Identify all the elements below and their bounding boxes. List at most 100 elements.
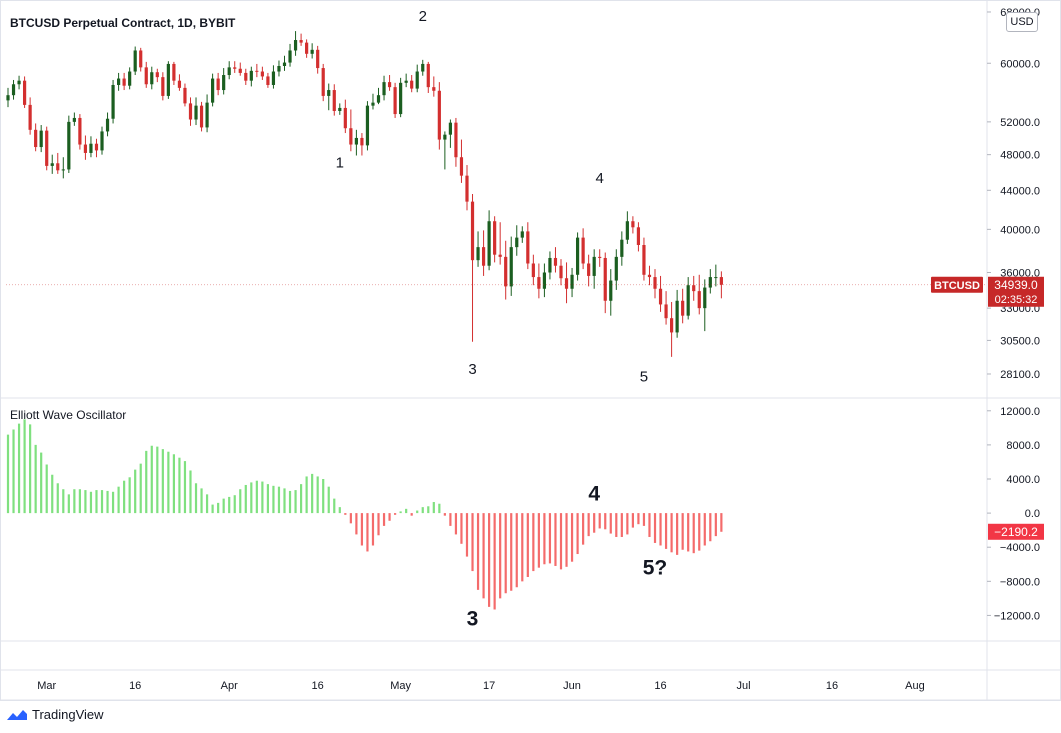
candle-body	[625, 221, 629, 240]
candle-body	[172, 63, 176, 81]
time-tick-label: 16	[654, 680, 666, 692]
candle-body	[249, 70, 253, 81]
oscillator-title: Elliott Wave Oscillator	[10, 408, 127, 422]
candle-body	[664, 304, 668, 319]
candle-body	[260, 71, 264, 77]
candle-body	[343, 107, 347, 129]
candle-body	[548, 257, 552, 273]
candle-body	[570, 274, 574, 289]
candle-body	[564, 278, 569, 289]
candle-body	[614, 256, 618, 281]
candle-body	[382, 82, 386, 96]
candle-body	[686, 285, 690, 316]
time-tick-label: 17	[483, 680, 495, 692]
candle-body	[448, 122, 452, 135]
candle-body	[67, 121, 71, 170]
currency-selector[interactable]: USD	[1006, 12, 1038, 32]
time-tick-label: 16	[826, 680, 838, 692]
price-tick-label: 52000.0	[1000, 117, 1040, 129]
candle-body	[620, 239, 624, 257]
candle-body	[526, 231, 530, 264]
candle-body	[592, 256, 596, 276]
candle-body	[89, 143, 93, 153]
candle-body	[282, 62, 287, 66]
candle-body	[194, 105, 198, 120]
brand-name: TradingView	[32, 707, 104, 722]
candle-body	[305, 42, 309, 54]
wave-label: 1	[336, 155, 344, 172]
candle-body	[205, 102, 209, 128]
candle-body	[139, 50, 143, 68]
candle-body	[17, 80, 21, 85]
osc-tick-label: 0.0	[1025, 508, 1040, 520]
candle-body	[277, 65, 281, 72]
symbol-tag-label: BTCUSD	[934, 280, 980, 292]
candle-body	[144, 67, 148, 85]
candle-body	[559, 265, 563, 279]
candle-body	[83, 144, 88, 153]
time-tick-label: Apr	[221, 680, 238, 692]
candle-body	[371, 102, 375, 106]
tradingview-brand[interactable]: TradingView	[6, 707, 104, 722]
wave-label: 3	[468, 361, 476, 378]
candle-body	[598, 256, 602, 258]
candle-body	[188, 103, 193, 120]
chart-frame	[0, 0, 1061, 701]
candle-body	[542, 272, 547, 289]
candle-body	[603, 257, 607, 301]
candle-body	[509, 247, 513, 287]
candle-body	[34, 129, 38, 148]
candle-body	[133, 50, 137, 72]
price-tick-label: 40000.0	[1000, 224, 1040, 236]
candle-body	[697, 291, 701, 309]
candle-body	[387, 82, 392, 88]
candle-body	[470, 201, 475, 261]
candle-body	[504, 256, 508, 287]
price-tick-label: 28100.0	[1000, 369, 1040, 381]
candle-body	[404, 80, 408, 83]
candle-body	[437, 90, 441, 140]
candle-body	[72, 117, 76, 122]
candle-body	[216, 78, 220, 91]
candle-body	[658, 288, 663, 305]
price-tick-label: 60000.0	[1000, 58, 1040, 70]
candle-body	[714, 277, 718, 279]
candle-body	[122, 78, 126, 86]
candle-body	[338, 107, 342, 111]
candle-body	[56, 163, 60, 171]
candle-body	[581, 237, 585, 264]
candle-body	[316, 49, 320, 69]
candle-body	[459, 157, 464, 176]
wave-label: 5	[640, 368, 648, 385]
candle-body	[177, 80, 182, 88]
osc-wave-label: 4	[588, 482, 600, 505]
time-tick-label: Jul	[736, 680, 750, 692]
candle-body	[39, 130, 43, 148]
candle-body	[199, 105, 204, 128]
osc-tick-label: −12000.0	[994, 610, 1040, 622]
candle-body	[553, 257, 558, 266]
osc-tick-label: −8000.0	[1000, 576, 1040, 588]
candle-body	[227, 67, 231, 76]
price-tick-label: 44000.0	[1000, 185, 1040, 197]
osc-wave-label: 5?	[643, 556, 668, 579]
osc-tick-label: 8000.0	[1006, 440, 1040, 452]
candle-body	[493, 221, 497, 255]
candle-body	[393, 87, 397, 115]
candle-body	[642, 244, 646, 275]
candle-body	[365, 105, 370, 146]
candle-body	[647, 274, 652, 278]
candle-body	[498, 254, 502, 257]
candle-body	[349, 128, 353, 145]
candle-body	[481, 247, 486, 266]
symbol-tag	[931, 276, 983, 293]
candle-body	[6, 95, 10, 101]
candle-body	[288, 50, 292, 63]
candle-body	[537, 277, 541, 289]
candle-body	[465, 175, 469, 202]
candle-body	[520, 231, 524, 238]
candle-body	[515, 237, 519, 248]
candle-body	[155, 72, 159, 78]
candle-body	[443, 134, 447, 140]
